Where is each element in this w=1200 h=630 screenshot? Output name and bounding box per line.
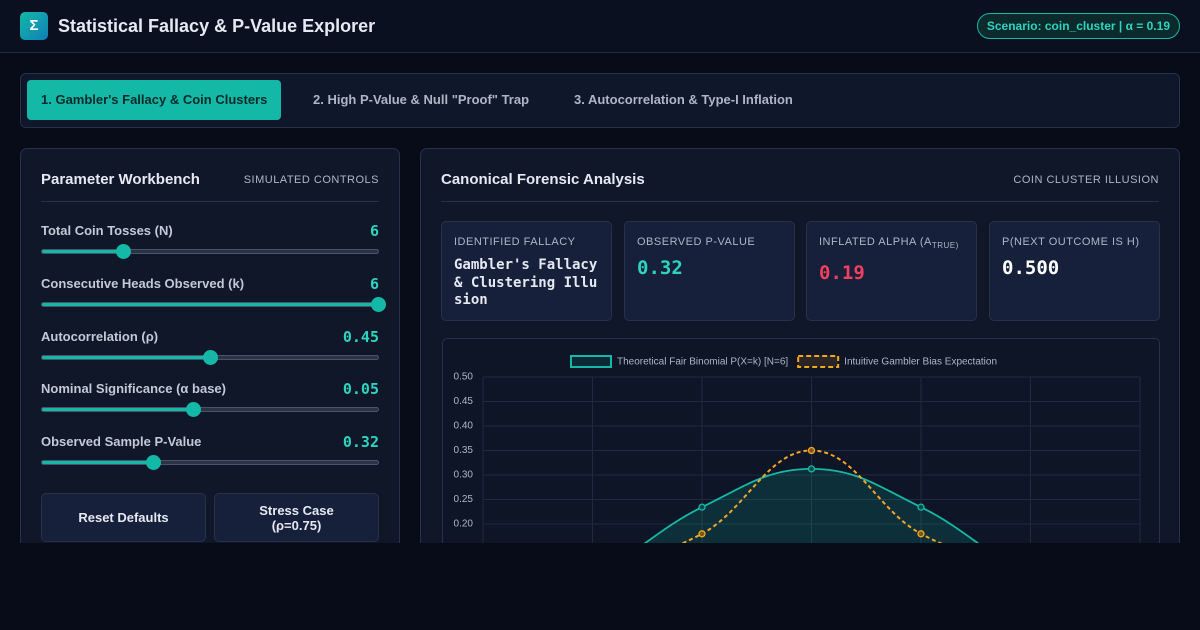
analysis-panel: Canonical Forensic Analysis COIN CLUSTER… xyxy=(420,148,1180,543)
slider-thumb[interactable] xyxy=(203,349,218,365)
slider-label: Nominal Significance (α base) xyxy=(41,381,226,397)
slider-label: Consecutive Heads Observed (k) xyxy=(41,275,245,291)
y-tick-label: 0.50 xyxy=(454,372,474,383)
viewport: Σ Statistical Fallacy & P-Value Explorer… xyxy=(0,0,1200,543)
slider-value: 0.45 xyxy=(342,327,379,346)
point xyxy=(917,530,925,538)
legend-label: Intuitive Gambler Bias Expectation xyxy=(844,357,997,368)
metric-card: IDENTIFIED FALLACY Gambler's Fallacy & C… xyxy=(441,221,612,321)
card-value: 0.19 xyxy=(819,262,865,285)
header: Σ Statistical Fallacy & P-Value Explorer… xyxy=(0,0,1200,53)
slider-track xyxy=(41,402,379,418)
legend-swatch xyxy=(797,355,840,368)
y-tick-label: 0.40 xyxy=(454,421,474,432)
card-value: 0.500 xyxy=(1002,257,1060,279)
workbench-panel: Parameter Workbench SIMULATED CONTROLS T… xyxy=(20,148,400,543)
point xyxy=(917,503,925,511)
chart-box xyxy=(442,338,1160,543)
panel-header: Canonical Forensic Analysis COIN CLUSTER… xyxy=(441,149,1159,202)
metric-card: INFLATED ALPHA (ΑTRUE) 0.19 xyxy=(806,221,977,321)
label-text: INFLATED ALPHA (Α xyxy=(819,236,932,248)
point xyxy=(698,530,706,538)
slider-fill xyxy=(42,408,194,412)
slider-value: 0.32 xyxy=(342,433,379,452)
panel-tag: SIMULATED CONTROLS xyxy=(243,174,379,186)
legend-swatch xyxy=(570,355,612,368)
tab[interactable]: 3. Autocorrelation & Type-I Inflation xyxy=(574,92,793,107)
slider-label: Observed Sample P-Value xyxy=(41,434,202,450)
tab-bar: 1. Gambler's Fallacy & Coin Clusters 2. … xyxy=(20,73,1180,128)
panel-title: Parameter Workbench xyxy=(41,171,200,188)
slider-fill xyxy=(42,355,210,359)
slider-track xyxy=(41,244,379,259)
tab[interactable]: 1. Gambler's Fallacy & Coin Clusters xyxy=(27,80,282,120)
slider-fill xyxy=(42,302,378,306)
card-label: INFLATED ALPHA (ΑTRUE) xyxy=(819,236,964,250)
area xyxy=(645,468,978,543)
logo: Σ xyxy=(20,12,48,40)
card-label: OBSERVED P-VALUE xyxy=(637,236,756,248)
scenario-badge: Scenario: coin_cluster | α = 0.19 xyxy=(976,13,1180,39)
slider-track xyxy=(41,349,379,365)
metric-card: P(NEXT OUTCOME IS H) 0.500 xyxy=(989,221,1160,321)
label-subscript: TRUE) xyxy=(931,241,959,251)
point xyxy=(698,503,706,511)
panel-title: Canonical Forensic Analysis xyxy=(441,171,645,188)
panel-header: Parameter Workbench SIMULATED CONTROLS xyxy=(41,149,379,202)
y-tick-label: 0.35 xyxy=(454,445,474,456)
slider-thumb[interactable] xyxy=(186,402,202,418)
y-tick-label: 0.45 xyxy=(454,396,474,407)
chart: 0.20 0.25 0.30 0.35 0.40 0.45 0.50 Theoretical … xyxy=(454,355,1141,543)
point xyxy=(807,446,816,455)
y-tick-label: 0.20 xyxy=(454,519,474,530)
app-title: Statistical Fallacy & P-Value Explorer xyxy=(58,16,376,36)
tab[interactable]: 2. High P-Value & Null "Proof" Trap xyxy=(313,92,530,107)
slider-label: Total Coin Tosses (N) xyxy=(41,223,173,238)
slider-label: Autocorrelation (ρ) xyxy=(41,328,159,344)
card-value: 0.32 xyxy=(637,257,683,279)
slider-thumb[interactable] xyxy=(145,455,161,471)
button[interactable]: Reset Defaults xyxy=(41,493,206,542)
card-label: P(NEXT OUTCOME IS H) xyxy=(1002,236,1140,248)
slider-value: 0.05 xyxy=(342,380,379,399)
slider-track xyxy=(41,296,386,312)
point xyxy=(807,465,816,473)
slider-value: 6 xyxy=(369,274,379,293)
panel-tag: COIN CLUSTER ILLUSION xyxy=(1013,174,1159,186)
slider-thumb[interactable] xyxy=(115,244,131,259)
slider-fill xyxy=(42,461,153,465)
slider-thumb[interactable] xyxy=(371,296,386,312)
button[interactable]: Stress Case (ρ=0.75) xyxy=(214,493,379,542)
card-label: IDENTIFIED FALLACY xyxy=(454,236,576,248)
slider-fill xyxy=(42,250,123,253)
card-value: Gambler's Fallacy & Clustering Illusion xyxy=(454,257,598,308)
y-tick-label: 0.25 xyxy=(454,494,474,505)
y-tick-label: 0.30 xyxy=(454,470,474,481)
metric-card: OBSERVED P-VALUE 0.32 xyxy=(624,221,795,321)
slider-value: 6 xyxy=(369,222,379,240)
slider-track xyxy=(41,455,379,471)
legend-label: Theoretical Fair Binomial P(X=k) [N=6] xyxy=(617,357,788,368)
